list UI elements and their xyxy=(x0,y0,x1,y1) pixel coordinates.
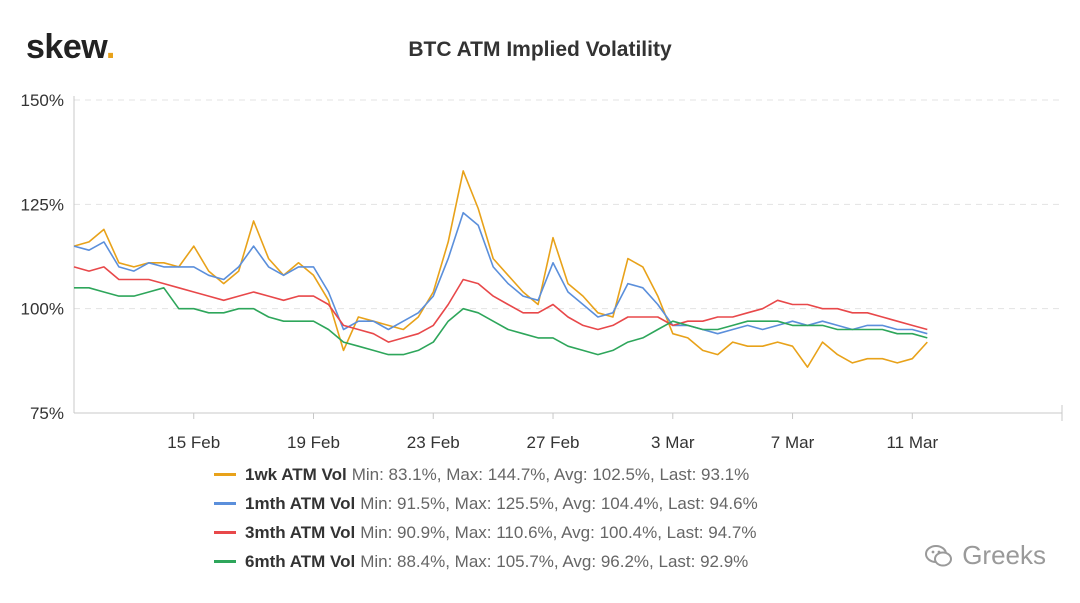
watermark-text: Greeks xyxy=(962,540,1046,570)
legend-series-name: 1mth ATM Vol xyxy=(245,493,356,513)
legend-entry[interactable]: 1wk ATM Vol Min: 83.1%, Max: 144.7%, Avg:… xyxy=(214,460,758,489)
wechat-icon xyxy=(925,544,953,566)
y-tick-label: 150% xyxy=(21,91,64,110)
skew-logo: skew. xyxy=(26,28,115,67)
legend-swatch xyxy=(214,560,236,563)
legend-series-name: 1wk ATM Vol xyxy=(245,464,347,484)
legend-series-stats: Min: 91.5%, Max: 125.5%, Avg: 104.4%, La… xyxy=(360,493,758,513)
legend-entry[interactable]: 6mth ATM Vol Min: 88.4%, Max: 105.7%, Avg… xyxy=(214,547,758,576)
legend-series-name: 3mth ATM Vol xyxy=(245,522,356,542)
x-tick-label: 15 Feb xyxy=(167,433,220,452)
legend-entry[interactable]: 1mth ATM Vol Min: 91.5%, Max: 125.5%, Avg… xyxy=(214,489,758,518)
x-tick-label: 11 Mar xyxy=(886,433,938,452)
logo-dot: . xyxy=(105,28,115,66)
x-tick-label: 3 Mar xyxy=(651,433,695,452)
series-line-1wk xyxy=(73,170,928,368)
x-tick-label: 27 Feb xyxy=(527,433,580,452)
legend-series-stats: Min: 83.1%, Max: 144.7%, Avg: 102.5%, La… xyxy=(351,464,750,484)
chart-title: BTC ATM Implied Volatility xyxy=(408,38,672,61)
legend-swatch xyxy=(214,473,236,476)
y-tick-label: 100% xyxy=(21,300,64,319)
legend-entry[interactable]: 3mth ATM Vol Min: 90.9%, Max: 110.6%, Avg… xyxy=(214,518,758,547)
legend-swatch xyxy=(214,531,236,534)
series-line-3mth xyxy=(73,266,928,343)
legend-series-name: 6mth ATM Vol xyxy=(245,551,356,571)
logo-text: skew xyxy=(26,28,106,66)
legend-swatch xyxy=(214,502,236,505)
chart-legend: 1wk ATM Vol Min: 83.1%, Max: 144.7%, Avg:… xyxy=(214,460,758,576)
x-tick-label: 23 Feb xyxy=(407,433,460,452)
y-tick-label: 75% xyxy=(30,404,64,423)
series-line-6mth xyxy=(74,286,928,356)
x-tick-label: 19 Feb xyxy=(287,433,340,452)
x-tick-label: 7 Mar xyxy=(771,433,815,452)
y-tick-label: 125% xyxy=(21,195,64,214)
watermark: Greeks xyxy=(924,540,1046,571)
legend-series-stats: Min: 88.4%, Max: 105.7%, Avg: 96.2%, Las… xyxy=(360,551,749,571)
series-line-1mth xyxy=(73,211,928,335)
legend-series-stats: Min: 90.9%, Max: 110.6%, Avg: 100.4%, La… xyxy=(360,522,757,542)
